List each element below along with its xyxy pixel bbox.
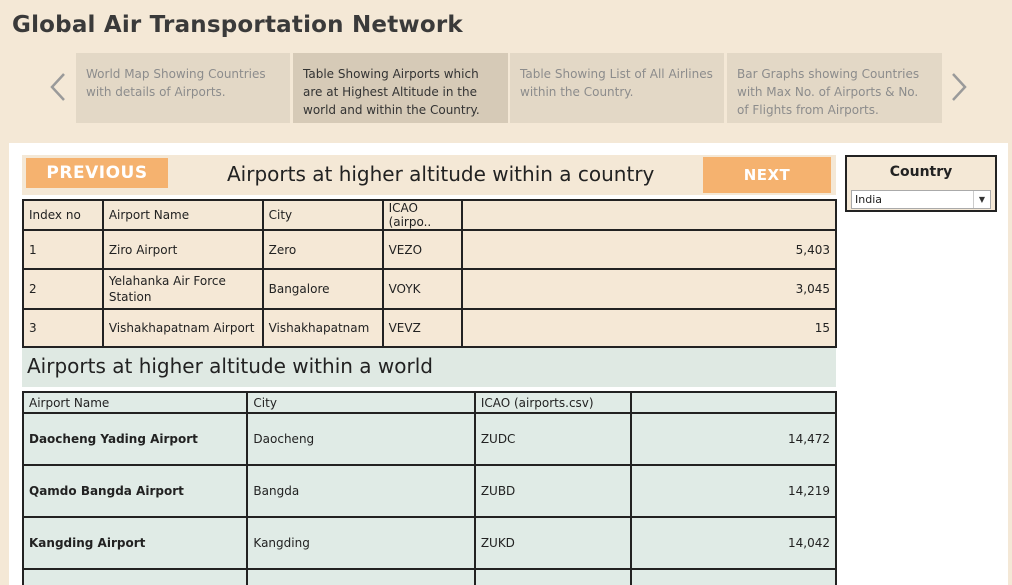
story-point-world-map[interactable]: World Map Showing Countries with details… — [76, 53, 290, 123]
city-cell: Vishakhapatnam — [261, 308, 384, 348]
dashboard-title: Global Air Transportation Network — [12, 12, 463, 38]
airport-cell: Vishakhapatnam Airport — [101, 308, 264, 348]
column-header: City — [246, 391, 476, 414]
country-filter-label: Country — [889, 164, 953, 180]
story-point-airlines-table[interactable]: Table Showing List of All Airlines withi… — [510, 53, 724, 123]
airport-cell: Daocheng Yading Airport — [21, 412, 249, 466]
icao-cell: ZUBD — [473, 464, 632, 518]
icao-cell: ZUDC — [473, 412, 632, 466]
city-cell — [246, 568, 476, 585]
altitude-cell: 14,472 — [629, 412, 838, 466]
column-header: City — [261, 199, 384, 231]
column-header: ICAO (airports.csv) — [473, 391, 632, 414]
column-header: Airport Name — [21, 391, 249, 414]
icao-cell: VEZO — [381, 229, 464, 270]
column-header: Index no — [22, 199, 104, 231]
country-altitude-table: Index no Airport Name City ICAO (airpo..… — [22, 199, 837, 348]
chevron-left-icon[interactable] — [48, 70, 68, 104]
airport-cell: Kangding Airport — [21, 516, 249, 570]
city-cell: Daocheng — [246, 412, 476, 466]
altitude-cell: 14,219 — [629, 464, 838, 518]
column-header: ICAO (airpo.. — [381, 199, 464, 231]
table-row — [21, 568, 838, 585]
table-row: 1 Ziro Airport Zero VEZO 5,403 — [22, 229, 837, 270]
next-button[interactable]: NEXT — [703, 157, 831, 193]
icao-cell: ZUKD — [473, 516, 632, 570]
icao-cell: VEVZ — [381, 308, 464, 348]
icao-cell — [473, 568, 632, 585]
index-cell: 2 — [22, 268, 104, 310]
table-header-row: Airport Name City ICAO (airports.csv) — [21, 391, 838, 414]
table-row: 2 Yelahanka Air Force Station Bangalore … — [22, 268, 837, 310]
airport-cell — [21, 568, 249, 585]
story-point-label: Table Showing List of All Airlines withi… — [520, 67, 713, 99]
altitude-cell: 14,042 — [629, 516, 838, 570]
city-cell: Zero — [261, 229, 384, 270]
altitude-cell — [629, 568, 838, 585]
story-point-label: Bar Graphs showing Countries with Max No… — [737, 67, 920, 117]
table-row: Qamdo Bangda Airport Bangda ZUBD 14,219 — [21, 464, 838, 518]
chevron-down-icon[interactable]: ▼ — [973, 191, 990, 208]
story-point-label: World Map Showing Countries with details… — [86, 67, 266, 99]
icao-cell: VOYK — [381, 268, 464, 310]
world-altitude-table: Airport Name City ICAO (airports.csv) Da… — [21, 391, 838, 585]
country-section-title: Airports at higher altitude within a cou… — [227, 162, 655, 186]
index-cell: 3 — [22, 308, 104, 348]
table-header-row: Index no Airport Name City ICAO (airpo.. — [22, 199, 837, 231]
altitude-cell: 15 — [461, 308, 837, 348]
country-select-value: India — [855, 193, 882, 206]
story-point-label: Table Showing Airports which are at High… — [303, 67, 480, 117]
country-select[interactable]: India ▼ — [851, 190, 991, 209]
table-row: 3 Vishakhapatnam Airport Vishakhapatnam … — [22, 308, 837, 348]
airport-cell: Yelahanka Air Force Station — [101, 268, 264, 310]
index-cell: 1 — [22, 229, 104, 270]
city-cell: Bangda — [246, 464, 476, 518]
airport-cell: Ziro Airport — [101, 229, 264, 270]
altitude-cell: 5,403 — [461, 229, 837, 270]
column-header: Airport Name — [101, 199, 264, 231]
column-header — [461, 199, 837, 231]
table-row: Kangding Airport Kangding ZUKD 14,042 — [21, 516, 838, 570]
chevron-right-icon[interactable] — [949, 70, 969, 104]
previous-button[interactable]: PREVIOUS — [26, 158, 168, 188]
city-cell: Bangalore — [261, 268, 384, 310]
column-header — [629, 391, 838, 414]
country-filter: Country India ▼ — [845, 155, 997, 212]
airport-cell: Qamdo Bangda Airport — [21, 464, 249, 518]
story-point-altitude-table[interactable]: Table Showing Airports which are at High… — [293, 53, 508, 123]
world-header-band — [22, 348, 836, 387]
table-row: Daocheng Yading Airport Daocheng ZUDC 14… — [21, 412, 838, 466]
altitude-cell: 3,045 — [461, 268, 837, 310]
story-point-bar-graphs[interactable]: Bar Graphs showing Countries with Max No… — [727, 53, 942, 123]
world-section-title: Airports at higher altitude within a wor… — [27, 354, 433, 378]
city-cell: Kangding — [246, 516, 476, 570]
